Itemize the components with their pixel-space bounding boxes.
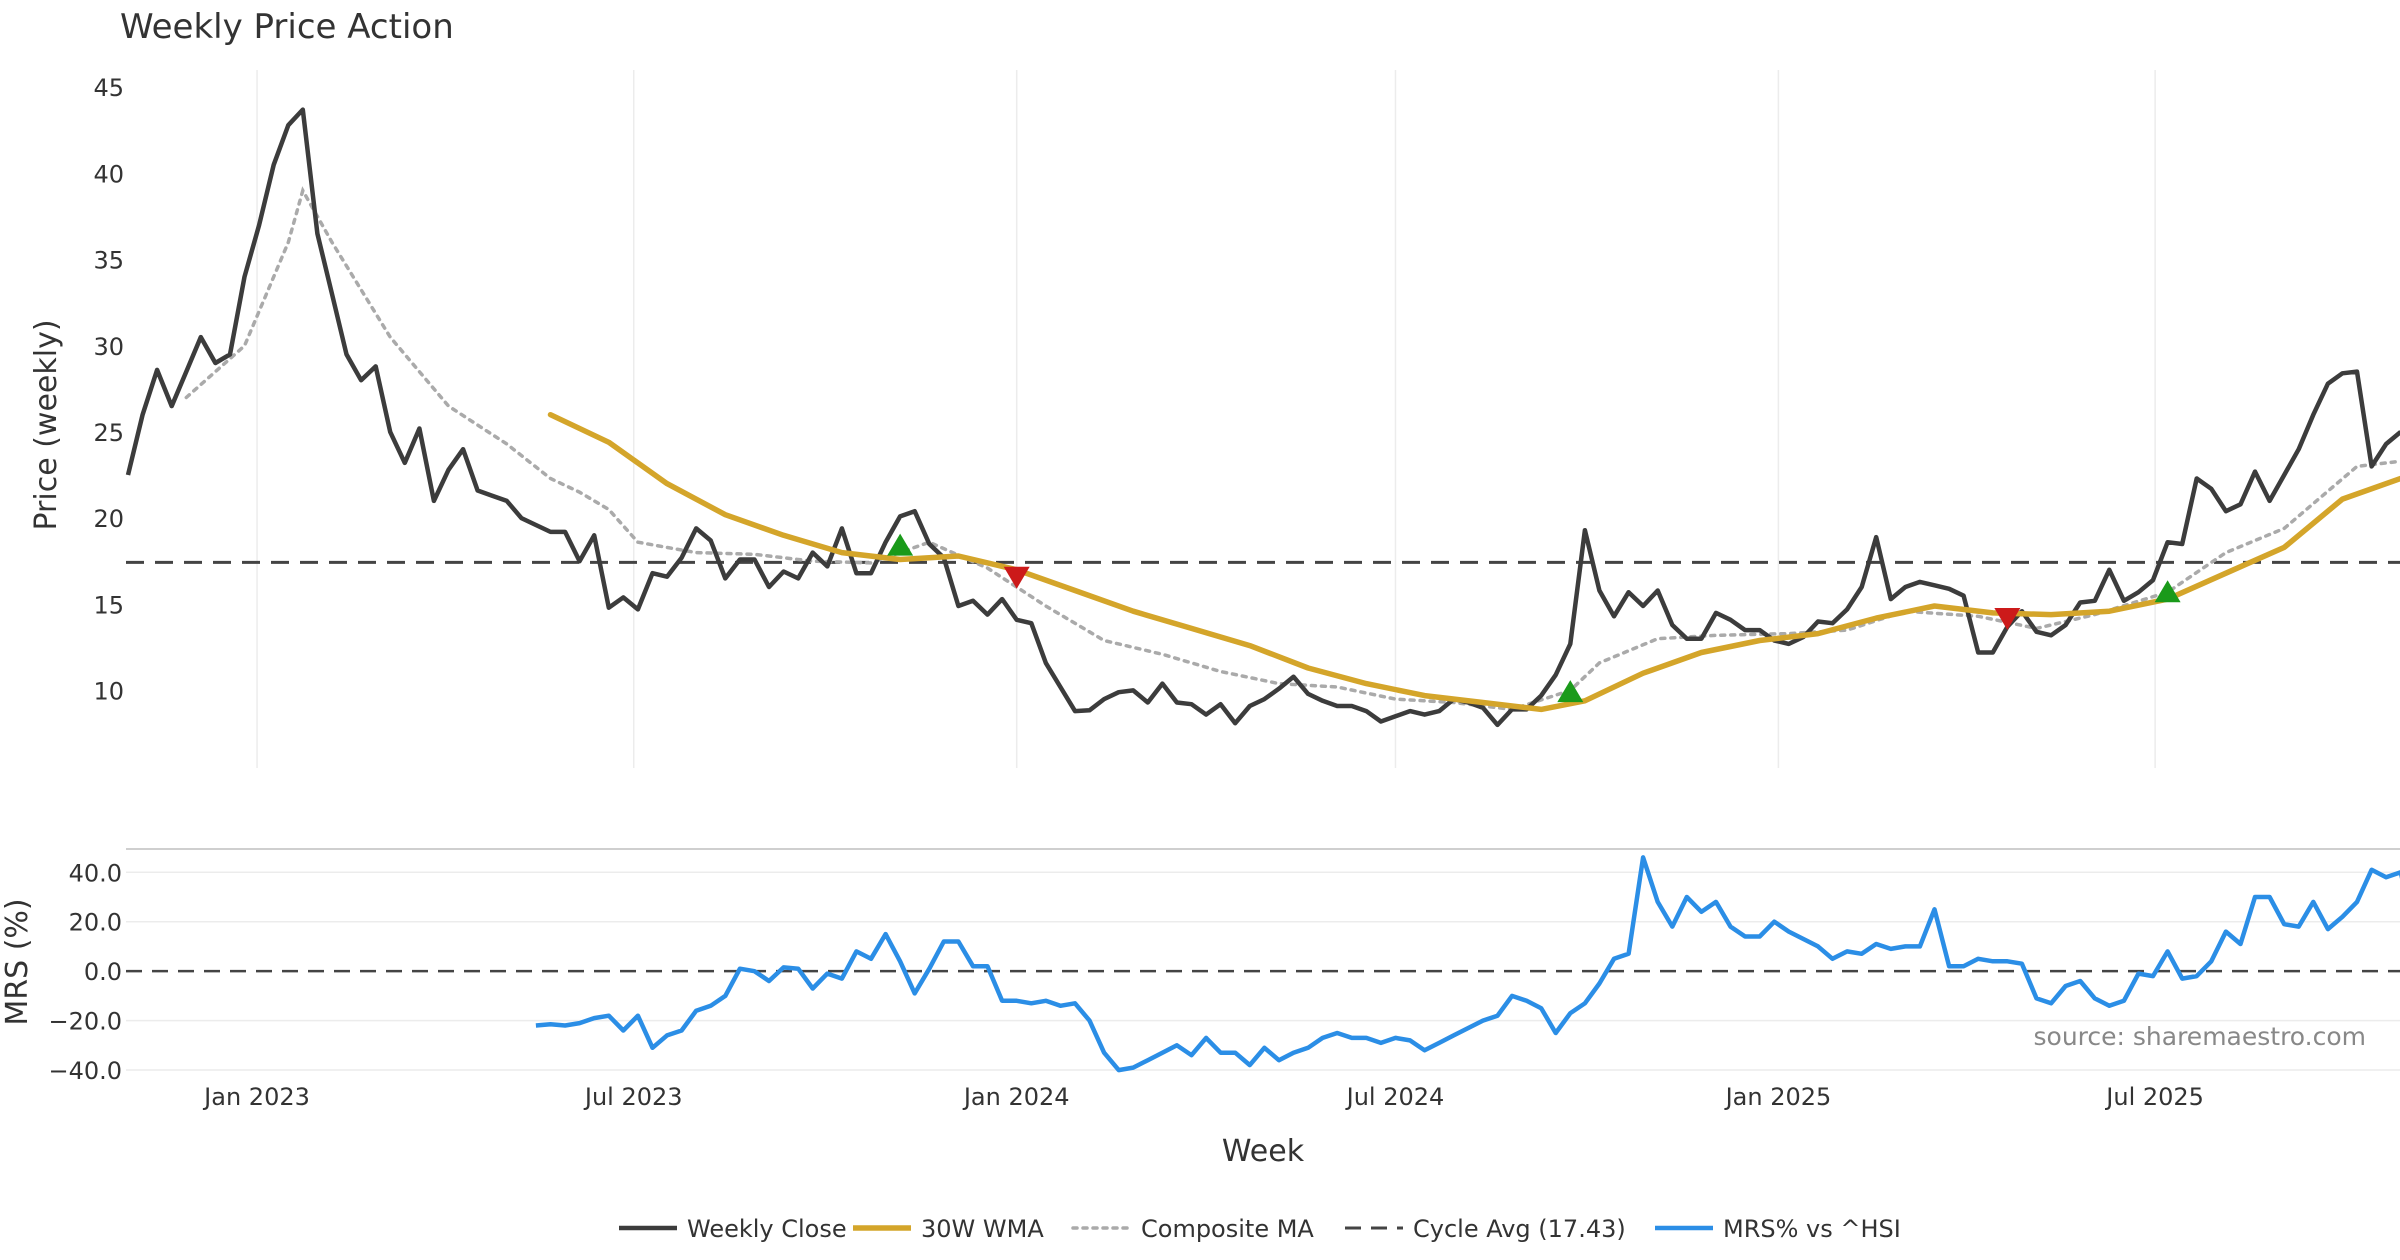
composite-ma-line	[184, 186, 2400, 712]
price-y-tick: 25	[93, 419, 124, 447]
sell-signal-marker	[1003, 566, 1030, 589]
price-y-tick: 10	[93, 677, 124, 705]
buy-signal-marker	[1557, 680, 1584, 703]
legend-label-wma: 30W WMA	[921, 1215, 1044, 1243]
mrs-line	[535, 855, 2400, 1073]
price-y-tick: 15	[93, 591, 124, 619]
mrs-y-tick: −20.0	[48, 1008, 122, 1036]
legend: Weekly Close 30W WMA Composite MA Cycle Avg…	[619, 1215, 1901, 1243]
source-label: source: sharemaestro.com	[2034, 1022, 2367, 1051]
mrs-y-label: MRS (%)	[0, 898, 35, 1025]
buy-signal-marker	[887, 533, 914, 556]
wma-line	[547, 411, 2400, 713]
price-y-label: Price (weekly)	[29, 319, 64, 530]
mrs-y-tick: 20.0	[69, 909, 122, 937]
x-axis: Jan 2023 Jul 2023 Jan 2024 Jul 2024 Jan 2025…	[202, 1083, 2204, 1111]
x-tick: Jan 2023	[202, 1083, 310, 1111]
price-y-tick: 30	[93, 333, 124, 361]
x-tick: Jul 2023	[583, 1083, 683, 1111]
price-y-tick: 35	[93, 247, 124, 275]
legend-label-composite: Composite MA	[1141, 1215, 1314, 1243]
x-tick: Jan 2024	[962, 1083, 1070, 1111]
mrs-y-tick: 40.0	[69, 859, 122, 887]
buy-signal-marker	[2154, 580, 2181, 603]
legend-label-close: Weekly Close	[687, 1215, 847, 1243]
price-y-tick: 45	[93, 74, 124, 102]
legend-label-mrs: MRS% vs ^HSI	[1723, 1215, 1901, 1243]
price-panel: 10 15 20 25 30 35 40 45 Price (weekly)	[29, 70, 2400, 768]
mrs-y-tick: 0.0	[84, 958, 122, 986]
price-y-tick: 40	[93, 160, 124, 188]
legend-label-cycle: Cycle Avg (17.43)	[1413, 1215, 1626, 1243]
x-axis-label: Week	[1222, 1134, 1305, 1169]
x-tick: Jul 2024	[1345, 1083, 1445, 1111]
sell-signal-marker	[1994, 608, 2021, 631]
mrs-y-tick: −40.0	[48, 1057, 122, 1085]
weekly-close-line	[125, 107, 2400, 728]
price-y-tick: 20	[93, 505, 124, 533]
mrs-panel: −40.0 −20.0 0.0 20.0 40.0 MRS (%)	[0, 848, 2400, 1085]
chart-title: Weekly Price Action	[120, 7, 454, 47]
x-tick: Jul 2025	[2104, 1083, 2204, 1111]
x-tick: Jan 2025	[1724, 1083, 1832, 1111]
